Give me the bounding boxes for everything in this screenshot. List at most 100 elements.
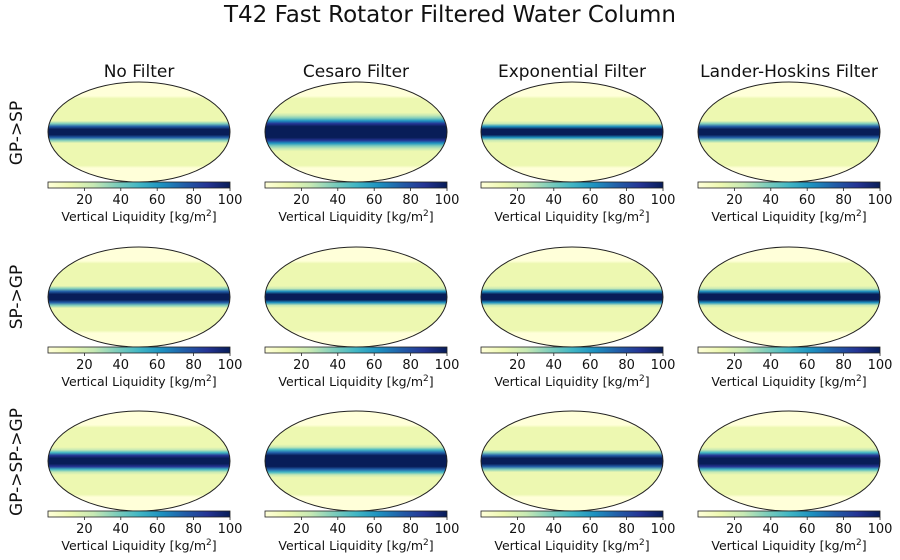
- colorbar-tick-label: 100: [218, 358, 243, 373]
- colorbar-tick-label: 20: [293, 193, 310, 208]
- map-ellipse: [697, 81, 881, 183]
- colorbar: [697, 181, 881, 189]
- colorbar-tick-label: 60: [366, 193, 383, 208]
- colorbar-tick-label: 80: [185, 358, 202, 373]
- map-ellipse: [47, 246, 231, 348]
- colorbar-tick-label: 60: [582, 358, 599, 373]
- colorbar-tick-label: 80: [185, 522, 202, 537]
- colorbar-tick-label: 100: [435, 193, 460, 208]
- colorbar-tick-label: 20: [726, 358, 743, 373]
- colorbar-tick-label: 20: [293, 358, 310, 373]
- colorbar-tick-label: 100: [868, 358, 893, 373]
- colorbar-tick-label: 40: [546, 358, 563, 373]
- colorbar-label: Vertical Liquidity [kg/m2]: [61, 538, 216, 553]
- colorbar-tick-label: 20: [76, 358, 93, 373]
- colorbar-tick-label: 80: [402, 522, 419, 537]
- colorbar-tick-label: 40: [546, 193, 563, 208]
- colorbar-label: Vertical Liquidity [kg/m2]: [494, 538, 649, 553]
- colorbar: [697, 346, 881, 354]
- colorbar-tick-label: 40: [113, 358, 130, 373]
- colorbar-label: Vertical Liquidity [kg/m2]: [278, 538, 433, 553]
- colorbar-tick-label: 80: [402, 193, 419, 208]
- map-ellipse: [47, 410, 231, 512]
- colorbar-tick-label: 40: [330, 522, 347, 537]
- map-ellipse: [697, 246, 881, 348]
- colorbar-tick-label: 100: [218, 522, 243, 537]
- column-title-lander-hoskins-filter: Lander-Hoskins Filter: [700, 62, 878, 82]
- colorbar-tick-label: 100: [651, 522, 676, 537]
- colorbar-tick-label: 60: [149, 522, 166, 537]
- colorbar: [480, 346, 664, 354]
- colorbar-label: Vertical Liquidity [kg/m2]: [711, 374, 866, 389]
- colorbar-tick-label: 40: [763, 358, 780, 373]
- colorbar-tick-label: 60: [799, 358, 816, 373]
- colorbar-tick-label: 100: [868, 193, 893, 208]
- colorbar-tick-label: 20: [509, 358, 526, 373]
- colorbar-label: Vertical Liquidity [kg/m2]: [494, 209, 649, 224]
- colorbar: [697, 510, 881, 518]
- map-ellipse: [697, 410, 881, 512]
- colorbar-tick-label: 100: [435, 522, 460, 537]
- colorbar-tick-label: 100: [218, 193, 243, 208]
- column-title-exponential-filter: Exponential Filter: [497, 62, 647, 82]
- colorbar-tick-label: 20: [76, 522, 93, 537]
- colorbar-tick-label: 40: [330, 193, 347, 208]
- colorbar-tick-label: 20: [726, 522, 743, 537]
- map-ellipse: [480, 410, 664, 512]
- colorbar-tick-label: 60: [149, 193, 166, 208]
- colorbar-tick-label: 40: [113, 522, 130, 537]
- colorbar-tick-label: 80: [402, 358, 419, 373]
- colorbar-label: Vertical Liquidity [kg/m2]: [711, 209, 866, 224]
- colorbar-tick-label: 80: [618, 358, 635, 373]
- colorbar-tick-label: 100: [651, 358, 676, 373]
- colorbar-tick-label: 80: [618, 193, 635, 208]
- colorbar: [264, 346, 448, 354]
- column-title-cesaro-filter: Cesaro Filter: [302, 62, 410, 82]
- colorbar: [264, 181, 448, 189]
- colorbar-tick-label: 60: [582, 522, 599, 537]
- colorbar: [47, 346, 231, 354]
- column-title-no-filter: No Filter: [103, 62, 175, 82]
- map-ellipse: [47, 81, 231, 183]
- colorbar-tick-label: 80: [835, 522, 852, 537]
- colorbar-tick-label: 60: [366, 522, 383, 537]
- colorbar-tick-label: 40: [546, 522, 563, 537]
- map-ellipse: [264, 410, 448, 512]
- colorbar-label: Vertical Liquidity [kg/m2]: [61, 374, 216, 389]
- colorbar-tick-label: 20: [293, 522, 310, 537]
- colorbar: [480, 510, 664, 518]
- colorbar-tick-label: 20: [726, 193, 743, 208]
- map-ellipse: [480, 81, 664, 183]
- colorbar-tick-label: 60: [582, 193, 599, 208]
- colorbar: [480, 181, 664, 189]
- colorbar-tick-label: 80: [185, 193, 202, 208]
- colorbar-tick-label: 80: [618, 522, 635, 537]
- colorbar-tick-label: 20: [76, 193, 93, 208]
- colorbar-tick-label: 100: [435, 358, 460, 373]
- map-ellipse: [264, 81, 448, 183]
- colorbar-label: Vertical Liquidity [kg/m2]: [61, 209, 216, 224]
- map-ellipse: [264, 246, 448, 348]
- colorbar-tick-label: 60: [149, 358, 166, 373]
- colorbar-tick-label: 40: [113, 193, 130, 208]
- colorbar-tick-label: 80: [835, 358, 852, 373]
- colorbar-tick-label: 20: [509, 193, 526, 208]
- colorbar-label: Vertical Liquidity [kg/m2]: [711, 538, 866, 553]
- colorbar-tick-label: 60: [366, 358, 383, 373]
- colorbar-tick-label: 100: [651, 193, 676, 208]
- colorbar: [47, 510, 231, 518]
- colorbar-tick-label: 60: [799, 193, 816, 208]
